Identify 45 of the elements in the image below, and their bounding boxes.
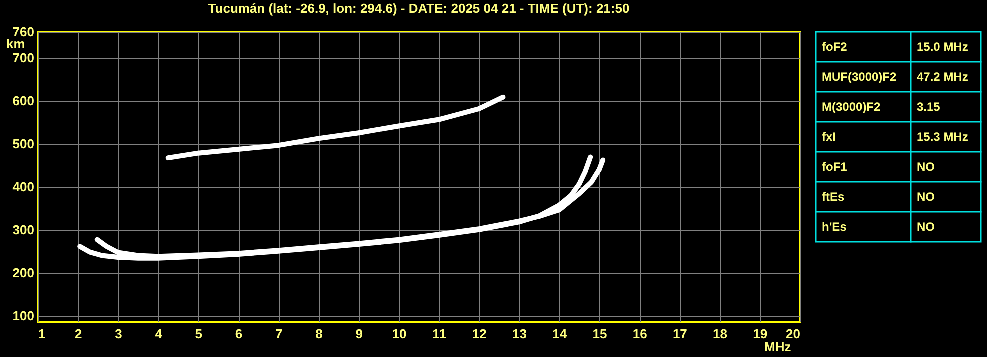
- text: 15.0 MHz: [917, 40, 968, 54]
- text: 3.15: [917, 100, 941, 114]
- x-tick-label: 5: [195, 326, 203, 342]
- x-tick-label: 15: [592, 326, 608, 342]
- y-tick-label: 300: [12, 222, 34, 238]
- chart-title: Tucumán (lat: -26.9, lon: 294.6) - DATE: 2025 04 21 - TIME (UT): 21:50: [208, 1, 630, 16]
- x-tick-label: 7: [276, 326, 283, 342]
- x-tick-label: 13: [512, 326, 527, 342]
- text: ftEs: [822, 190, 845, 204]
- x-tick-label: 18: [713, 326, 728, 342]
- text: foF1: [822, 160, 848, 174]
- x-tick-label: 11: [432, 326, 446, 342]
- x-tick-label: 20: [786, 326, 800, 342]
- text: 47.2 MHz: [917, 70, 968, 84]
- x-tick-label: 2: [74, 326, 82, 342]
- text: fxI: [822, 130, 836, 144]
- x-tick-label: 9: [356, 326, 363, 342]
- text: NO: [917, 190, 935, 204]
- x-tick-label: 8: [316, 326, 323, 342]
- text: NO: [917, 160, 935, 174]
- x-tick-label: 12: [472, 326, 487, 342]
- x-tick-label: 3: [115, 326, 122, 342]
- x-tick-label: 10: [392, 326, 407, 342]
- x-tick-label: 6: [235, 326, 243, 342]
- x-tick-label: 16: [632, 326, 648, 342]
- text: NO: [917, 220, 935, 234]
- y-tick-label: 760: [12, 24, 34, 40]
- x-tick-label: 4: [155, 326, 164, 342]
- y-tick-label: 700: [12, 50, 34, 66]
- x-tick-label: 19: [753, 326, 768, 342]
- text: M(3000)F2: [822, 100, 882, 114]
- text: h'Es: [822, 220, 848, 234]
- text: MUF(3000)F2: [822, 70, 898, 84]
- y-tick-label: 400: [12, 179, 34, 194]
- y-tick-label: 200: [12, 265, 34, 280]
- x-axis-title: MHz: [764, 340, 792, 354]
- y-tick-label: 100: [12, 308, 34, 324]
- x-tick-label: 1: [38, 326, 46, 342]
- text: foF2: [822, 40, 848, 54]
- x-tick-label: 14: [552, 326, 568, 342]
- y-axis-title: km: [6, 36, 26, 52]
- y-tick-label: 500: [12, 136, 34, 152]
- y-tick-label: 600: [12, 93, 34, 108]
- text: 15.3 MHz: [917, 130, 968, 144]
- x-tick-label: 17: [672, 326, 688, 342]
